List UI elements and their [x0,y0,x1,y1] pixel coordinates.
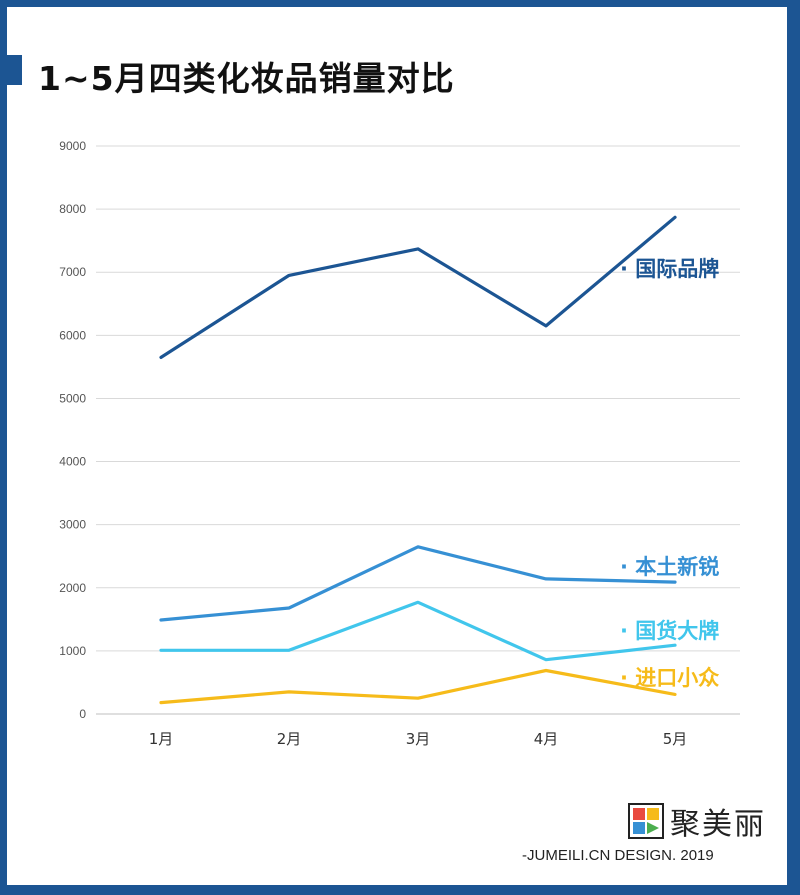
y-tick-label: 4000 [59,455,86,469]
series-line [159,668,677,705]
x-tick-label: 3月 [406,730,431,748]
brand-name: 聚美丽 [670,807,766,842]
series-line [159,545,677,622]
footer-credit: -JUMEILI.CN DESIGN. 2019 [522,847,714,864]
y-tick-label: 7000 [59,265,86,279]
y-tick-label: 5000 [59,391,86,405]
series-label: · 国际品牌 [620,257,719,281]
series-line [159,215,677,359]
brand-logo: 聚美丽 [628,803,766,842]
series-label: · 国货大牌 [620,619,719,643]
series-line [159,600,677,662]
y-tick-label: 1000 [59,644,86,658]
series-label: · 进口小众 [620,666,719,690]
y-tick-label: 2000 [59,581,86,595]
chart-title: 1~5月四类化妆品销量对比 [38,59,455,98]
x-tick-label: 1月 [149,730,174,748]
y-tick-label: 8000 [59,202,86,216]
brand-logo-icon [628,803,664,839]
x-tick-label: 5月 [663,730,688,748]
y-tick-label: 6000 [59,328,86,342]
x-tick-label: 2月 [277,730,302,748]
y-tick-label: 9000 [59,139,86,153]
y-tick-label: 3000 [59,518,86,532]
y-tick-label: 0 [79,707,86,721]
title-accent-bar [0,55,22,85]
x-tick-label: 4月 [534,730,559,748]
chart-frame [7,7,787,885]
series-label: · 本土新锐 [620,555,719,579]
